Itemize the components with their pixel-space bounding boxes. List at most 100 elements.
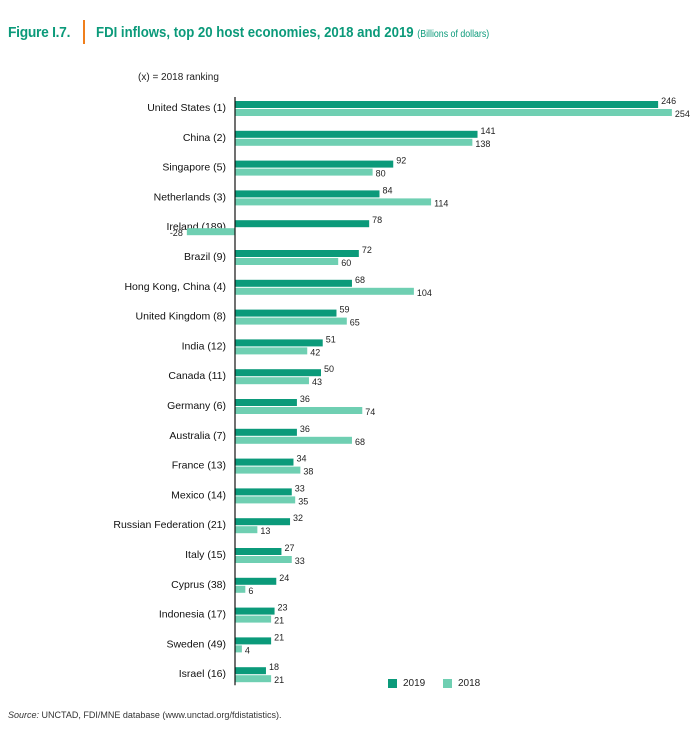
bar-2018 [235, 675, 272, 683]
value-label-2018: 33 [295, 556, 305, 566]
source-label: Source: [8, 710, 40, 720]
value-label-2019: 27 [284, 543, 294, 553]
ranking-note: (x) = 2018 ranking [138, 72, 219, 83]
bar-2019 [235, 190, 380, 198]
legend-swatch-2019 [388, 679, 397, 688]
bar-2019 [235, 250, 359, 257]
category-label: Mexico (14) [171, 489, 226, 501]
bar-2018 [235, 347, 308, 355]
value-label-2019: 59 [339, 305, 349, 315]
value-label-2018: 38 [303, 467, 313, 477]
category-label: Canada (11) [168, 370, 226, 382]
bar-2018 [235, 615, 272, 623]
category-label: Singapore (5) [162, 162, 226, 174]
bar-2018 [235, 168, 373, 176]
value-label-2018: 6 [248, 586, 253, 596]
category-label: Cyprus (38) [171, 579, 226, 591]
value-label-2019: 23 [278, 603, 288, 613]
bar-2019 [235, 577, 277, 585]
value-label-2019: 51 [326, 334, 336, 344]
value-label-2019: 36 [300, 394, 310, 404]
legend-label-2018: 2018 [458, 678, 481, 689]
category-label: Hong Kong, China (4) [124, 281, 226, 293]
value-label-2019: 72 [362, 245, 372, 255]
bar-2018 [235, 556, 292, 563]
category-label: Netherlands (3) [154, 191, 226, 203]
category-label: France (13) [172, 460, 226, 472]
value-label-2019: 141 [481, 126, 496, 136]
bar-2019 [235, 101, 659, 108]
value-label-2018: 4 [245, 645, 250, 655]
bar-2018 [235, 466, 301, 474]
bar-2018 [235, 496, 296, 504]
value-label-2018: 35 [298, 496, 308, 506]
title-separator [83, 20, 85, 44]
bar-2018 [235, 258, 339, 265]
category-label: United States (1) [147, 102, 226, 114]
value-label-2018: 65 [350, 318, 360, 328]
bar-2019 [235, 667, 266, 675]
value-label-2019: 18 [269, 662, 279, 672]
bar-2019 [235, 428, 297, 436]
legend-label-2019: 2019 [403, 678, 426, 689]
bar-2019 [235, 518, 291, 526]
bar-2018 [235, 109, 672, 116]
category-label: Israel (16) [179, 668, 226, 680]
bar-2019 [235, 607, 275, 615]
bar-2018 [235, 645, 242, 653]
value-label-2018: 114 [434, 198, 448, 208]
value-label-2019: 84 [382, 185, 392, 195]
value-label-2018: 60 [341, 258, 351, 268]
bar-2019 [235, 220, 370, 228]
bar-2018 [235, 138, 473, 146]
value-label-2019: 50 [324, 364, 334, 374]
source-note: Source: UNCTAD, FDI/MNE database (www.un… [8, 710, 281, 720]
value-label-2019: 92 [396, 156, 406, 166]
value-label-2019: 36 [300, 424, 310, 434]
value-label-2018: 43 [312, 377, 322, 387]
bar-2019 [235, 130, 478, 138]
bar-2019 [235, 160, 394, 168]
bar-2019 [235, 637, 272, 645]
bar-2018 [186, 228, 235, 236]
category-label: Indonesia (17) [159, 609, 226, 621]
value-label-2019: 68 [355, 275, 365, 285]
value-label-2019: 34 [296, 454, 306, 464]
figure-label: Figure I.7. [8, 24, 71, 41]
bar-2019 [235, 309, 337, 317]
bar-2018 [235, 526, 258, 534]
value-label-2018: 21 [274, 675, 284, 685]
bar-2019 [235, 339, 323, 347]
source-text: UNCTAD, FDI/MNE database (www.unctad.org… [41, 710, 282, 720]
bar-2018 [235, 317, 347, 325]
bar-2018 [235, 287, 414, 295]
value-label-2018: 254 [675, 109, 690, 119]
category-label: Italy (15) [185, 549, 226, 561]
value-label-2019: 78 [372, 215, 382, 225]
category-label: Brazil (9) [184, 251, 226, 263]
bar-2019 [235, 488, 292, 496]
legend-item-2019: 2019 [388, 678, 425, 689]
bar-2019 [235, 279, 352, 287]
bar-2018 [235, 585, 246, 593]
figure-title: FDI inflows, top 20 host economies, 2018… [96, 24, 489, 41]
bar-2019 [235, 458, 294, 466]
value-label-2018: 21 [274, 616, 284, 626]
figure-units: (Billions of dollars) [417, 29, 490, 40]
value-label-2018: 138 [475, 139, 490, 149]
value-label-2018: 68 [355, 437, 365, 447]
legend-swatch-2018 [443, 679, 452, 688]
value-label-2018: 74 [365, 407, 375, 417]
value-label-2018: -28 [170, 228, 183, 238]
bar-2018 [235, 407, 363, 414]
value-label-2019: 24 [279, 573, 289, 583]
category-label: United Kingdom (8) [136, 311, 226, 323]
legend-item-2018: 2018 [443, 678, 480, 689]
category-label: China (2) [183, 132, 226, 144]
bar-2018 [235, 377, 309, 385]
bar-2019 [235, 548, 282, 555]
category-label: Germany (6) [167, 400, 226, 412]
bar-2018 [235, 198, 432, 206]
value-label-2018: 80 [376, 169, 386, 179]
value-label-2019: 246 [661, 96, 676, 106]
